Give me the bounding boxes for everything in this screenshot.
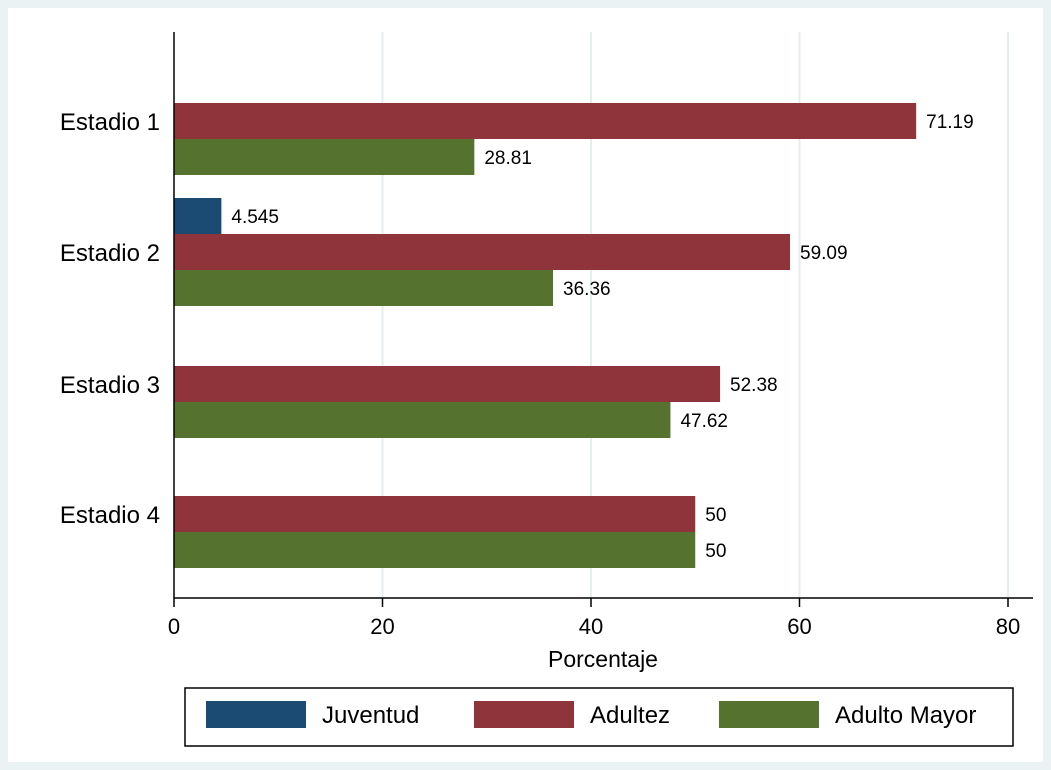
bar-adulto-mayor-estadio-2 [174, 270, 554, 306]
category-label-estadio-3: Estadio 3 [60, 372, 160, 399]
x-tick-label-20: 20 [370, 614, 394, 639]
bar-adultez-estadio-2 [174, 234, 791, 270]
axes-layer: 0 20 40 60 80 Estadio 1 Estadio 2 Estadio 3 Esta… [60, 32, 1033, 639]
value-label-adulto-mayor-estadio-4: 50 [705, 541, 726, 562]
x-axis-title: Porcentaje [548, 646, 658, 672]
bar-adultez-estadio-4 [174, 496, 696, 532]
bar-adultez-estadio-3 [174, 366, 721, 402]
value-label-adulto-mayor-estadio-3: 47.62 [680, 411, 728, 432]
legend: Juventud Adultez Adulto Mayor [184, 687, 1014, 747]
x-tick-label-80: 80 [996, 614, 1020, 639]
legend-swatch-adulto-mayor [719, 701, 819, 728]
category-label-estadio-4: Estadio 4 [60, 502, 160, 529]
bar-juventud-estadio-2 [174, 198, 222, 234]
bar-adulto-mayor-estadio-3 [174, 402, 671, 438]
x-tick-label-40: 40 [579, 614, 603, 639]
legend-box [184, 687, 1014, 747]
legend-swatch-juventud [206, 701, 306, 728]
legend-label-juventud: Juventud [322, 702, 419, 729]
value-label-adultez-estadio-1: 71.19 [926, 112, 974, 133]
category-label-estadio-2: Estadio 2 [60, 240, 160, 267]
value-label-adulto-mayor-estadio-2: 36.36 [563, 279, 611, 300]
legend-label-adultez: Adultez [590, 702, 670, 729]
value-label-adultez-estadio-2: 59.09 [800, 243, 848, 264]
bar-adulto-mayor-estadio-1 [174, 139, 475, 175]
legend-swatch-adultez [474, 701, 574, 728]
value-label-juventud-estadio-2: 4.545 [231, 207, 279, 228]
category-label-estadio-1: Estadio 1 [60, 109, 160, 136]
legend-label-adulto-mayor: Adulto Mayor [835, 702, 976, 729]
value-label-adulto-mayor-estadio-1: 28.81 [484, 148, 532, 169]
value-label-adultez-estadio-3: 52.38 [730, 375, 778, 396]
bar-adultez-estadio-1 [174, 103, 917, 139]
x-tick-label-60: 60 [787, 614, 811, 639]
bar-adulto-mayor-estadio-4 [174, 532, 696, 568]
x-tick-label-0: 0 [168, 614, 180, 639]
value-label-adultez-estadio-4: 50 [705, 505, 726, 526]
